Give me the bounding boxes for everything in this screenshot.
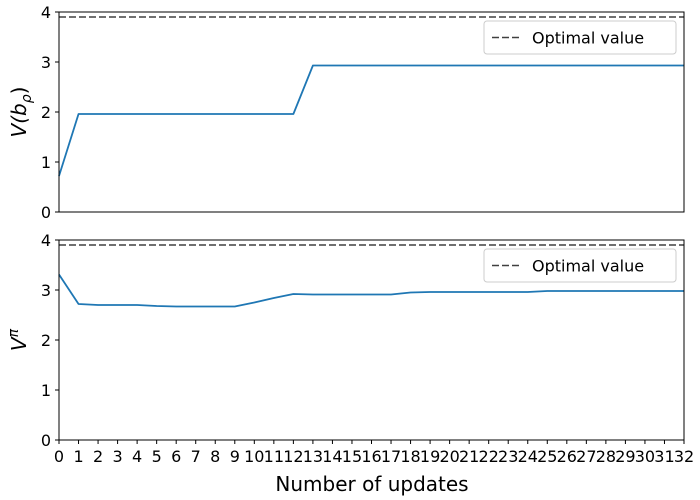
x-tick-label: 25 (537, 447, 557, 466)
y-tick-label: 1 (41, 381, 51, 400)
x-tick-label: 5 (152, 447, 162, 466)
legend-box (483, 20, 677, 55)
y-tick-label: 2 (41, 331, 51, 350)
x-tick-label: 20 (439, 447, 459, 466)
x-tick-label: 4 (132, 447, 142, 466)
legend: Optimal value (483, 248, 677, 283)
x-tick-label: 3 (113, 447, 123, 466)
y-tick-label: 4 (41, 231, 51, 250)
x-tick-label: 10 (244, 447, 264, 466)
x-tick-label: 29 (615, 447, 635, 466)
x-tick-label: 19 (420, 447, 440, 466)
x-tick-label: 31 (654, 447, 674, 466)
top-y-axis-label: V(bρ) (7, 87, 35, 138)
x-tick-label: 9 (230, 447, 240, 466)
legend-label: Optimal value (532, 257, 644, 276)
x-tick-label: 27 (576, 447, 596, 466)
y-tick-label: 0 (41, 203, 51, 222)
legend-label: Optimal value (532, 29, 644, 48)
x-tick-label: 7 (191, 447, 201, 466)
x-tick-label: 23 (498, 447, 518, 466)
x-tick-label: 13 (303, 447, 323, 466)
x-tick-label: 6 (171, 447, 181, 466)
bottom-y-axis-label: Vπ (6, 328, 31, 351)
x-tick-label: 32 (674, 447, 694, 466)
series-line (58, 64, 684, 177)
x-tick-label: 21 (459, 447, 479, 466)
y-tick-label: 4 (41, 3, 51, 22)
x-tick-label: 14 (322, 447, 342, 466)
x-tick-label: 24 (518, 447, 538, 466)
series-line (58, 274, 684, 308)
x-tick-label: 30 (635, 447, 655, 466)
x-tick-label: 22 (479, 447, 499, 466)
legend: Optimal value (483, 20, 677, 55)
legend-box (483, 248, 677, 283)
y-tick-label: 3 (41, 53, 51, 72)
x-tick-label: 17 (381, 447, 401, 466)
x-tick-label: 16 (361, 447, 381, 466)
y-tick-label: 2 (41, 103, 51, 122)
x-tick-label: 18 (400, 447, 420, 466)
x-tick-label: 1 (73, 447, 83, 466)
y-tick-label: 1 (41, 153, 51, 172)
x-tick-label: 28 (596, 447, 616, 466)
x-tick-label: 0 (54, 447, 64, 466)
x-axis-label: Number of updates (275, 472, 468, 496)
x-tick-label: 15 (342, 447, 362, 466)
x-tick-label: 12 (283, 447, 303, 466)
top-panel: V(bρ) 0 1 2 3 4 Optimal value (7, 3, 685, 222)
y-tick-label: 0 (41, 431, 51, 450)
x-tick-label: 2 (93, 447, 103, 466)
x-tick-label: 8 (210, 447, 220, 466)
x-tick-label: 26 (557, 447, 577, 466)
y-tick-label: 3 (41, 281, 51, 300)
x-tick-label: 11 (264, 447, 284, 466)
